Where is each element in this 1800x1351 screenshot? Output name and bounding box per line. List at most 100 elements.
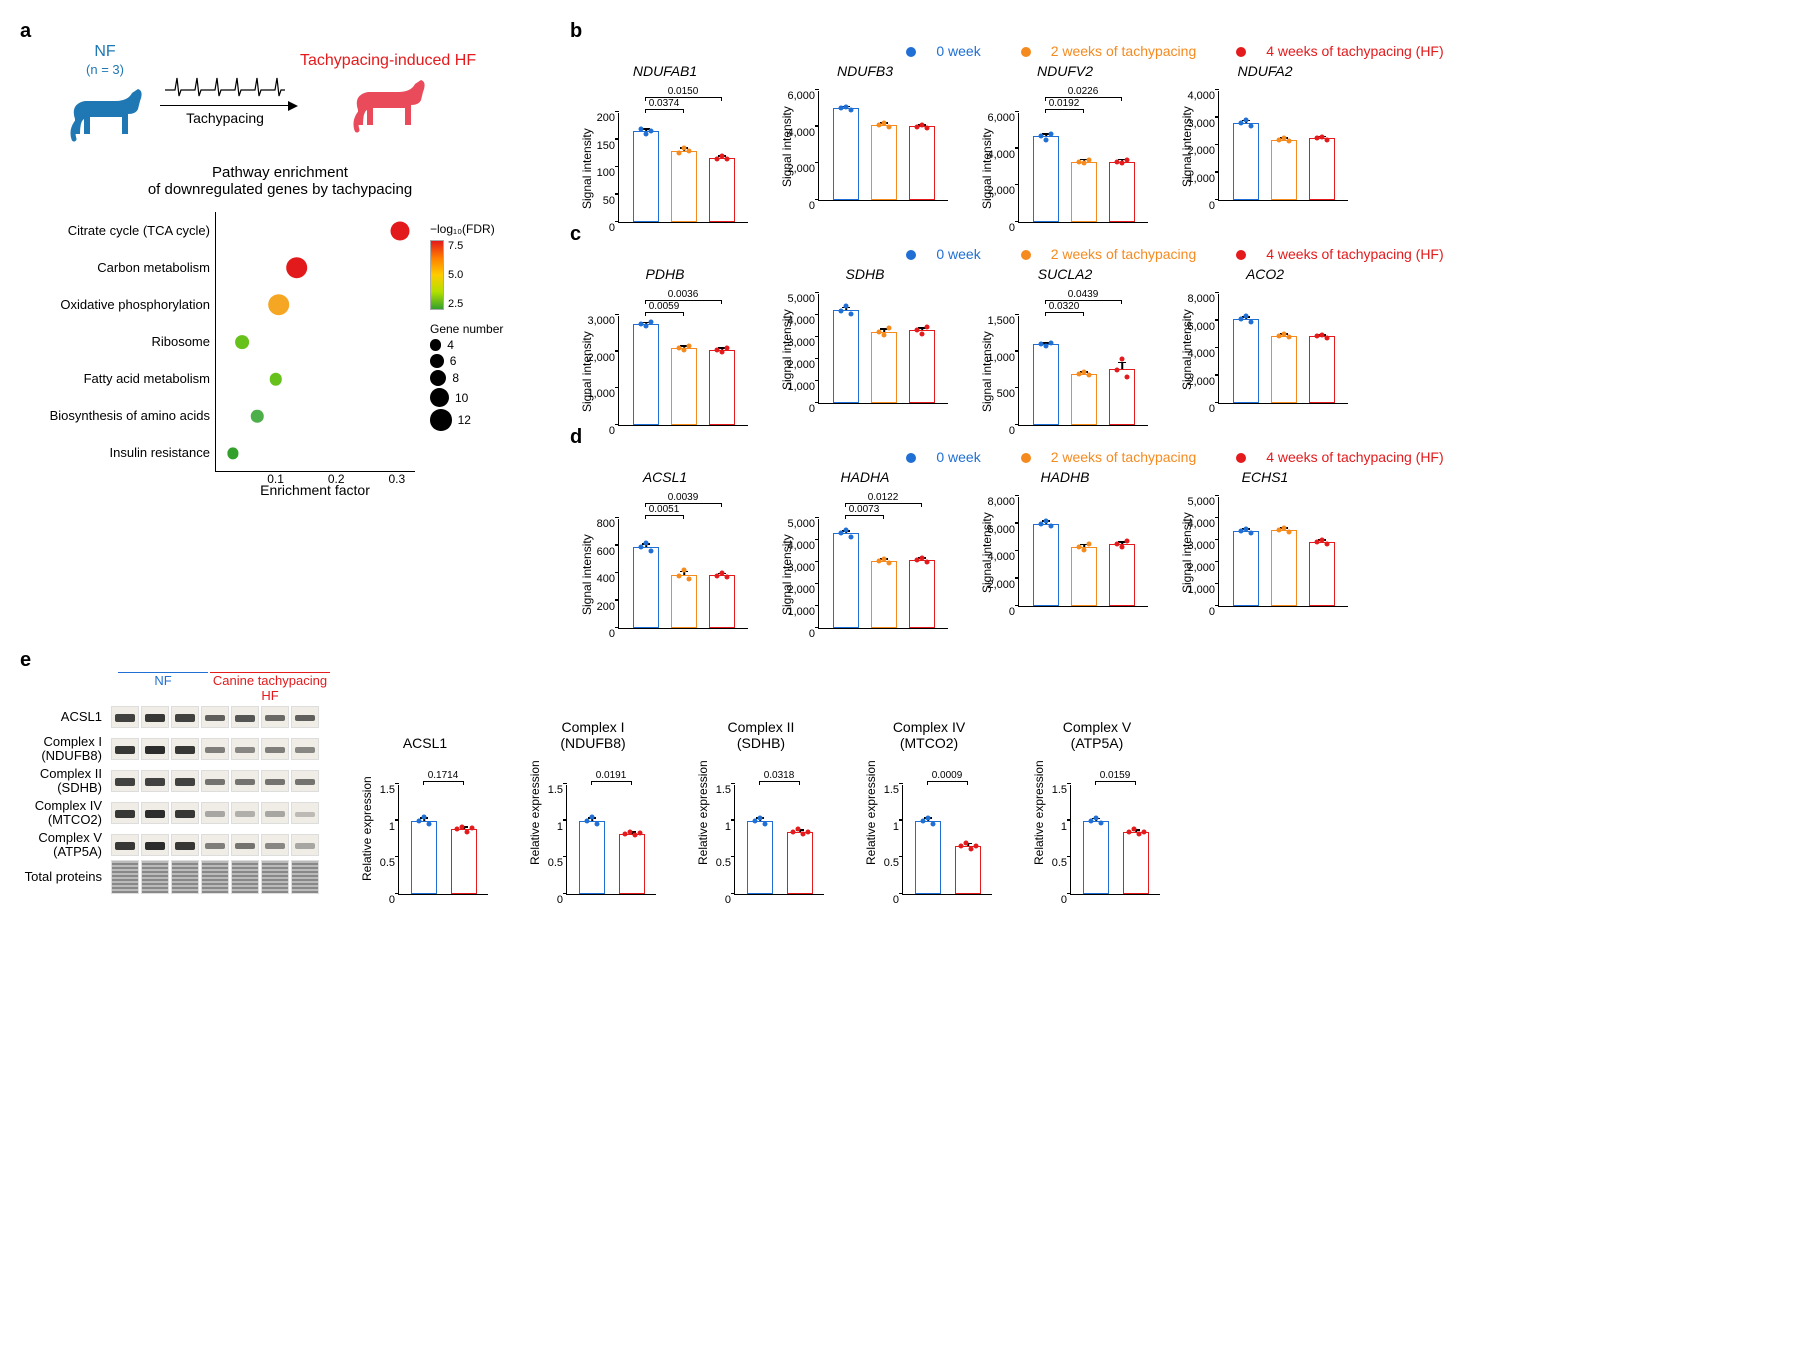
blot-lane <box>141 738 169 760</box>
data-point <box>1049 132 1054 137</box>
data-point <box>1120 357 1125 362</box>
data-point <box>1325 137 1330 142</box>
bar-axes: 00.511.5 <box>734 785 824 895</box>
data-point <box>1325 542 1330 547</box>
fdr-tick: 2.5 <box>448 298 463 310</box>
bar-ylabel: Relative expression <box>360 776 374 881</box>
bar-ylabel: Signal intensity <box>780 534 794 615</box>
pvalue: 0.0320 <box>1049 301 1080 312</box>
bar <box>671 575 697 628</box>
blot-label: Complex IV (MTCO2) <box>20 799 110 828</box>
data-point <box>1244 118 1249 123</box>
dotplot-title1: Pathway enrichment <box>212 164 348 181</box>
data-point <box>968 846 973 851</box>
bar <box>709 158 735 222</box>
bar-chart: ACSL10.00510.00390200400600800Signal int… <box>570 469 760 629</box>
ytick: 0 <box>1209 200 1219 212</box>
pvalue: 0.0009 <box>932 770 963 781</box>
condition-legend: 0 week2 weeks of tachypacing4 weeks of t… <box>570 43 1780 59</box>
data-point <box>687 576 692 581</box>
data-point <box>1082 547 1087 552</box>
ytick: 0 <box>1009 606 1019 618</box>
bar-chart-title: SUCLA2 <box>970 266 1160 282</box>
bar <box>633 547 659 628</box>
data-point <box>1120 544 1125 549</box>
blot-lane <box>231 770 259 792</box>
data-point <box>1249 531 1254 536</box>
bar-chart-title: ACSL1 <box>570 469 760 485</box>
data-point <box>1125 539 1130 544</box>
data-point <box>926 815 931 820</box>
bar <box>1309 336 1335 403</box>
gene-size-label: 6 <box>450 354 457 368</box>
ytick: 0 <box>1061 894 1071 906</box>
pathway-dot <box>269 373 282 386</box>
bar <box>747 821 773 894</box>
pathway-dot <box>286 257 308 279</box>
data-point <box>677 573 682 578</box>
data-point <box>677 151 682 156</box>
data-point <box>639 126 644 131</box>
data-point <box>720 349 725 354</box>
bar <box>451 829 477 894</box>
data-point <box>725 156 730 161</box>
data-point <box>844 304 849 309</box>
bar <box>671 151 697 223</box>
ytick: 5,000 <box>1187 496 1219 508</box>
bar-chart: ECHS101,0002,0003,0004,0005,000Signal in… <box>1170 469 1360 629</box>
pvalue: 0.0192 <box>1049 98 1080 109</box>
blot-lane <box>141 706 169 728</box>
bar <box>633 131 659 222</box>
bar-ylabel: Relative expression <box>528 760 542 865</box>
data-point <box>1082 161 1087 166</box>
ytick: 600 <box>597 546 619 558</box>
data-point <box>921 818 926 823</box>
data-point <box>649 320 654 325</box>
blot-label: ACSL1 <box>20 710 110 724</box>
bar <box>1033 344 1059 425</box>
ytick: 0 <box>725 894 735 906</box>
bar <box>1271 530 1297 606</box>
data-point <box>758 815 763 820</box>
blot-lane <box>231 834 259 856</box>
data-point <box>1094 816 1099 821</box>
ytick: 0 <box>809 628 819 640</box>
bar-chart-title: Complex I (NDUFB8) <box>518 719 668 751</box>
data-point <box>839 531 844 536</box>
ytick: 1.5 <box>716 784 735 796</box>
data-point <box>1099 820 1104 825</box>
bar-chart: NDUFA201,0002,0003,0004,000Signal intens… <box>1170 63 1360 223</box>
bar <box>709 575 735 628</box>
blot-lane <box>291 770 319 792</box>
bar-chart: Complex I (NDUFB8)0.019100.511.5Relative… <box>518 719 668 895</box>
pvalue: 0.0318 <box>764 770 795 781</box>
ytick: 1.5 <box>548 784 567 796</box>
data-point <box>1249 319 1254 324</box>
data-point <box>920 555 925 560</box>
blot-lane <box>291 738 319 760</box>
ytick: 6,000 <box>987 112 1019 124</box>
bar-ylabel: Signal intensity <box>580 534 594 615</box>
data-point <box>590 815 595 820</box>
blot-lane <box>261 860 289 894</box>
data-point <box>1087 542 1092 547</box>
bar-ylabel: Signal intensity <box>580 331 594 412</box>
blot-lane <box>171 738 199 760</box>
pvalue: 0.0439 <box>1068 289 1099 300</box>
gene-size-label: 12 <box>458 413 471 427</box>
dog-nf-icon <box>60 79 150 149</box>
pvalue: 0.0039 <box>668 492 699 503</box>
data-point <box>1125 375 1130 380</box>
bar-chart: NDUFAB10.03740.0150050100150200Signal in… <box>570 63 760 223</box>
bar-axes: 01,0002,0003,0004,0005,000 <box>818 294 948 404</box>
bar-ylabel: Signal intensity <box>980 331 994 412</box>
ytick: 1.5 <box>884 784 903 796</box>
bar-chart: ACO202,0004,0006,0008,000Signal intensit… <box>1170 266 1360 426</box>
panel-e: e NF Canine tachypacing HF ACSL1Complex … <box>20 649 330 895</box>
bar-ylabel: Relative expression <box>1032 760 1046 865</box>
bar-chart-title: NDUFV2 <box>970 63 1160 79</box>
blot-lane <box>201 834 229 856</box>
bar-ylabel: Signal intensity <box>780 106 794 187</box>
bar <box>1109 162 1135 223</box>
blot-row: Complex V (ATP5A) <box>20 831 330 859</box>
